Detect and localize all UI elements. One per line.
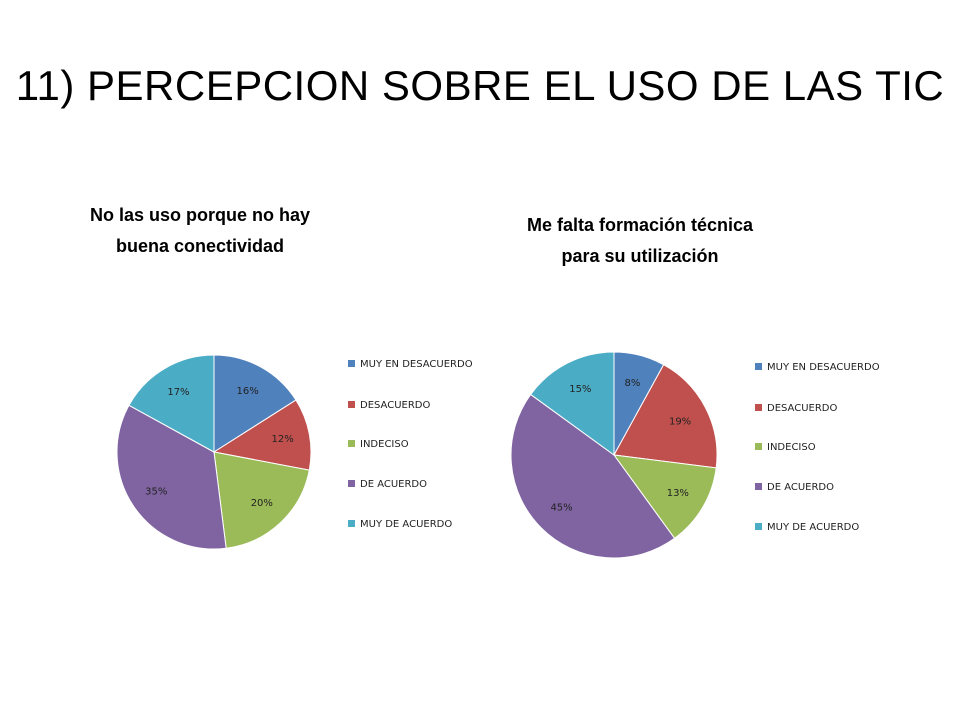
legend-label: MUY DE ACUERDO [767,522,860,533]
legend-label: DESACUERDO [767,403,838,414]
legend-swatch [755,443,762,450]
pie-svg: 16% 12% 20% 35% 17% [116,354,312,550]
chart-title: No las uso porque no hay buena conectivi… [89,205,311,256]
pie-slice [612,454,717,540]
pie-slice [510,393,676,559]
legend-label: DESACUERDO [360,400,431,411]
data-label: 19% [669,416,691,427]
data-label: 13% [667,488,689,499]
data-label: 45% [550,502,572,513]
data-label: 35% [145,486,167,497]
legend-label: MUY DE ACUERDO [360,519,453,530]
pie-svg: 8% 19% 13% 45% 15% [510,351,718,559]
pie-slice [613,364,718,469]
legend-swatch [755,404,762,411]
data-label: 12% [271,434,293,445]
pie-slice [529,351,615,456]
slide-title: 11) PERCEPCION SOBRE EL USO DE LAS TIC [15,62,945,109]
pie-slice [116,404,227,550]
legend-swatch [348,440,355,447]
chart-title: Me falta formación técnica para su utili… [526,215,754,266]
legend-label: INDECISO [360,439,409,450]
legend-swatch [348,401,355,408]
legend-swatch [348,520,355,527]
pie-slice [213,354,297,453]
legend-swatch [348,360,355,367]
data-label: 16% [237,386,259,397]
data-label: 17% [167,387,189,398]
legend-label: DE ACUERDO [767,482,835,493]
data-label: 8% [625,378,641,389]
data-label: 15% [569,384,591,395]
pie-chart-formacion: Me falta formación técnica para su utili… [480,200,920,600]
data-label: 20% [251,498,273,509]
legend-label: MUY EN DESACUERDO [360,359,473,370]
legend-label: MUY EN DESACUERDO [767,362,880,373]
pie-slice [212,399,312,471]
pie-slice [213,451,310,549]
legend-swatch [755,363,762,370]
legend-swatch [348,480,355,487]
pie-chart-conectividad: No las uso porque no hay buena conectivi… [40,195,480,595]
legend-swatch [755,523,762,530]
legend-label: INDECISO [767,442,816,453]
legend-swatch [755,483,762,490]
legend-label: DE ACUERDO [360,479,428,490]
pie-slice [128,354,215,453]
